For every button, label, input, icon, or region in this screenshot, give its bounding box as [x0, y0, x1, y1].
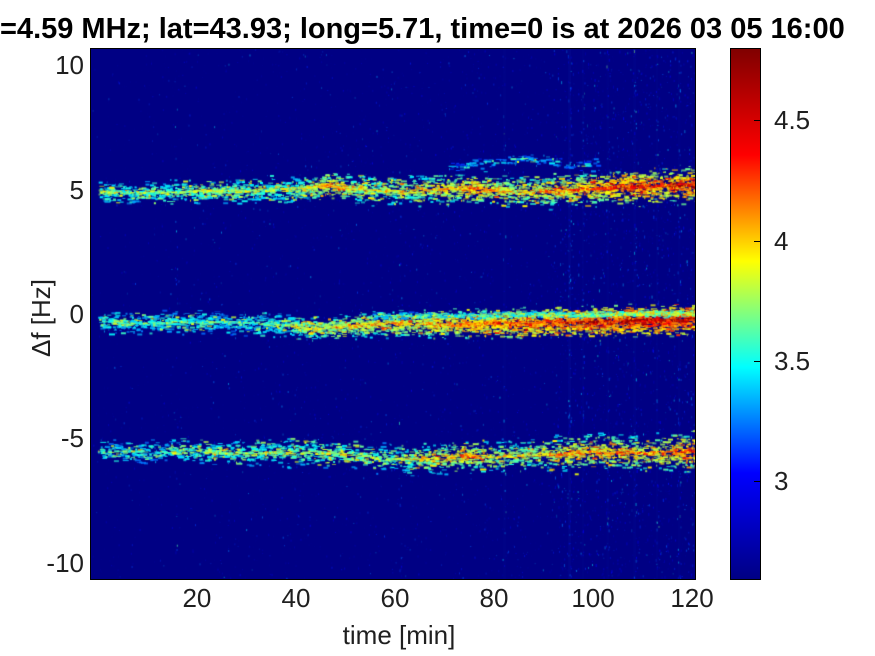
y-tick-label: 0 [69, 299, 84, 329]
colorbar-tick-label: 3 [774, 466, 789, 497]
y-tick-label: -5 [60, 423, 84, 454]
colorbar [730, 48, 761, 580]
colorbar-tickmark [754, 240, 760, 242]
plot-area [90, 48, 696, 580]
colorbar-tick-label: 3.5 [774, 345, 811, 376]
y-tick-label: -10 [46, 547, 84, 578]
x-tick-label: 120 [670, 583, 714, 613]
colorbar-tickmark [754, 120, 760, 122]
x-axis-label: time [min] [342, 620, 456, 650]
x-tick-label: 60 [380, 583, 410, 613]
colorbar-tickmark [754, 360, 760, 362]
x-tick-label: 40 [281, 583, 311, 613]
y-tick-label: 5 [69, 174, 84, 205]
spectrogram-heatmap [91, 49, 695, 579]
colorbar-tick-label: 4 [774, 225, 789, 256]
colorbar-tick-label: 4.5 [774, 105, 811, 136]
colorbar-tickmark [754, 481, 760, 483]
x-tick-label: 80 [479, 583, 509, 613]
plot-title: =4.59 MHz; lat=43.93; long=5.71, time=0 … [0, 13, 845, 45]
y-tick-label: 10 [55, 50, 84, 81]
x-tick-label: 20 [182, 583, 212, 613]
x-tick-label: 100 [571, 583, 615, 613]
